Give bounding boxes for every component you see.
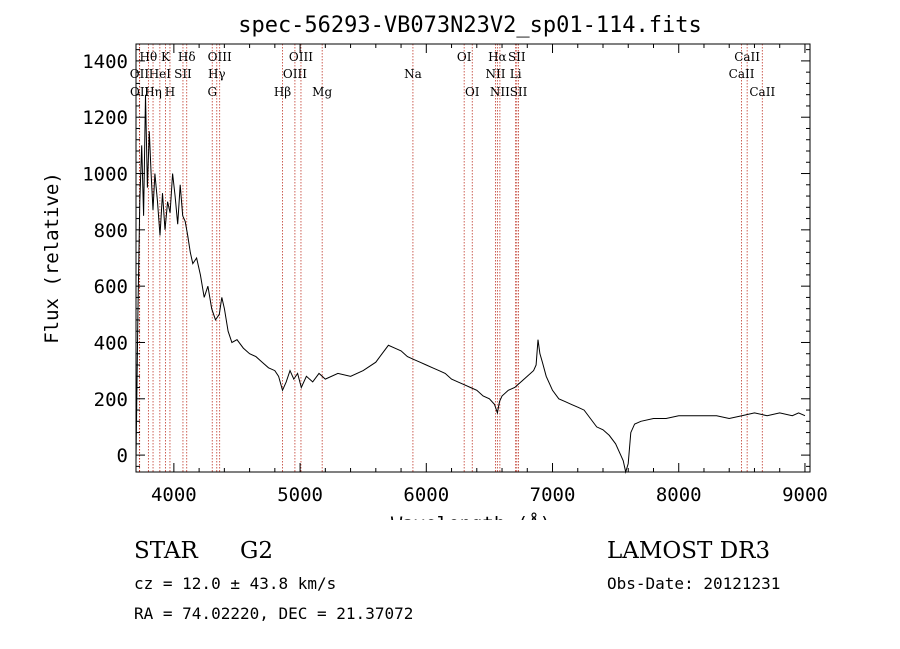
line-label-1: OII [130,67,150,81]
line-label-13: OIII [289,50,313,64]
y-tick-label-7: 1400 [82,51,128,73]
line-label-21: NII [490,85,510,99]
y-tick-label-4: 800 [94,220,128,242]
y-tick-label-0: 0 [117,445,128,467]
y-tick-label-6: 1200 [82,107,128,129]
x-tick-label-3: 7000 [530,484,576,506]
line-label-3: Hη [144,85,162,99]
plot-frame [135,43,811,473]
line-label-4: HeI [149,67,172,81]
line-label-26: CaII [729,67,755,81]
x-tick-label-5: 9000 [782,484,828,506]
y-tick-label-5: 1000 [82,164,128,186]
sky-coordinates: RA = 74.02220, DEC = 21.37072 [134,604,414,623]
line-label-16: Na [404,67,422,81]
y-axis-label: Flux (relative) [41,172,63,344]
line-label-18: OI [465,85,480,99]
line-label-8: Hδ [178,50,196,64]
line-label-2: OII [130,85,150,99]
line-label-23: Li [510,67,522,81]
y-axis-ticks: 0 200 400 600 800 1000 1200 1400 [82,49,810,467]
line-label-19: Hα [488,50,507,64]
line-label-5: K [161,50,171,64]
line-label-22: SII [508,50,526,64]
spectrum-curve [135,94,806,474]
x-tick-label-4: 8000 [656,484,702,506]
y-tick-label-3: 600 [94,276,128,298]
emission-line-markers [139,44,763,472]
line-label-10: Hγ [208,67,226,81]
line-label-15: Mg [312,85,332,99]
x-axis-label: Wavelength (Å) [391,512,551,520]
y-tick-label-1: 200 [94,389,128,411]
spectrum-chart: spec-56293-VB073N23V2_sp01-114.fits Hθ OI… [41,13,828,520]
line-label-9: OIII [208,50,232,64]
x-tick-label-1: 5000 [277,484,323,506]
object-subclass: G2 [240,538,274,564]
x-tick-label-0: 4000 [151,484,197,506]
survey-name: LAMOST DR3 [607,538,771,564]
line-label-12: Hβ [274,85,291,99]
line-label-7: SII [174,67,192,81]
redshift-readout: cz = 12.0 ± 43.8 km/s [134,574,337,593]
chart-title: spec-56293-VB073N23V2_sp01-114.fits [238,13,702,38]
y-tick-label-2: 400 [94,332,128,354]
x-tick-label-2: 6000 [403,484,449,506]
line-label-25: CaII [734,50,760,64]
line-label-20: NII [485,67,505,81]
line-label-14: OIII [283,67,307,81]
line-label-11: G [207,85,217,99]
line-label-17: OI [457,50,472,64]
line-label-27: CaII [749,85,775,99]
line-label-0: Hθ [140,50,158,64]
x-axis-ticks: 4000 5000 6000 7000 8000 9000 [151,44,828,506]
observation-date: Obs-Date: 20121231 [607,574,781,593]
line-label-6: H [165,85,175,99]
line-label-24: SII [510,85,528,99]
object-class: STAR [134,538,198,564]
